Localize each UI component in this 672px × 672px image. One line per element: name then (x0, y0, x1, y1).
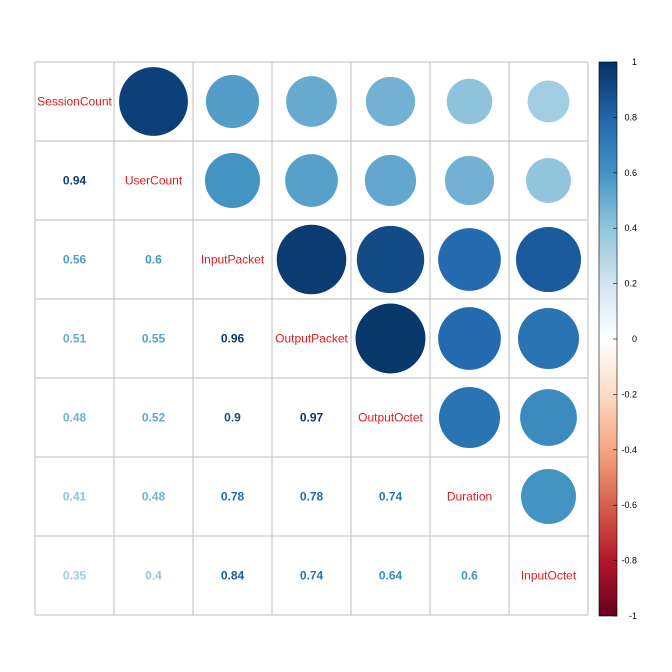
correlation-circle-outputpacket-duration (438, 307, 501, 370)
correlation-circle-sessioncount-usercount (119, 67, 188, 136)
correlation-circle-inputpacket-outputoctet (356, 225, 425, 294)
correlation-value-inputoctet-sessioncount: 0.35 (63, 569, 87, 583)
colorbar-tick-label: -0.2 (621, 389, 637, 399)
matrix-cells: SessionCount 0.94 UserCount 0.56 0.6 InputPac… (37, 67, 582, 583)
correlation-value-inputoctet-inputpacket: 0.84 (221, 569, 245, 583)
variable-label-outputoctet: OutputOctet (358, 411, 423, 425)
colorbar-tick-label: -0.8 (621, 556, 637, 566)
colorbar-tick-label: 0.4 (624, 223, 637, 233)
correlation-value-outputoctet-inputpacket: 0.9 (224, 411, 241, 425)
correlation-value-inputpacket-usercount: 0.6 (145, 253, 162, 267)
correlation-circle-usercount-inputpacket (205, 153, 260, 208)
correlation-value-outputoctet-sessioncount: 0.48 (63, 411, 87, 425)
correlation-value-outputpacket-inputpacket: 0.96 (221, 332, 245, 346)
colorbar-tick-label: 0 (632, 334, 637, 344)
correlation-circle-usercount-outputoctet (364, 154, 417, 207)
correlation-circle-inputpacket-duration (438, 228, 501, 291)
correlation-circle-usercount-outputpacket (285, 154, 338, 207)
correlation-circle-outputoctet-duration (438, 386, 501, 449)
correlation-circle-inputpacket-inputoctet (515, 226, 582, 293)
correlation-circle-inputpacket-outputpacket (276, 224, 347, 295)
correlation-circle-duration-inputoctet (521, 469, 576, 524)
correlation-circle-sessioncount-outputoctet (365, 76, 416, 127)
correlation-circle-usercount-inputoctet (526, 158, 571, 203)
correlation-value-duration-outputoctet: 0.74 (379, 490, 403, 504)
colorbar-tick-label: 0.2 (624, 279, 637, 289)
correlation-value-inputoctet-duration: 0.6 (461, 569, 478, 583)
correlation-value-inputpacket-sessioncount: 0.56 (63, 253, 87, 267)
colorbar-tick-label: 1 (632, 57, 637, 67)
correlation-value-outputoctet-usercount: 0.52 (142, 411, 166, 425)
correlation-circle-outputpacket-outputoctet (355, 303, 426, 374)
colorbar-tick-label: 0.8 (624, 112, 637, 122)
correlation-value-inputoctet-usercount: 0.4 (145, 569, 162, 583)
correlation-value-inputoctet-outputpacket: 0.74 (300, 569, 324, 583)
correlation-value-duration-inputpacket: 0.78 (221, 490, 245, 504)
colorbar-tick-label: -0.4 (621, 445, 637, 455)
correlation-value-usercount-sessioncount: 0.94 (63, 174, 87, 188)
correlation-value-duration-outputpacket: 0.78 (300, 490, 324, 504)
correlation-value-outputpacket-sessioncount: 0.51 (63, 332, 87, 346)
correlation-value-duration-sessioncount: 0.41 (63, 490, 87, 504)
correlation-circle-usercount-duration (444, 155, 495, 206)
colorbar-tick-label: -1 (629, 611, 637, 621)
variable-label-duration: Duration (447, 490, 492, 504)
correlation-circle-sessioncount-inputpacket (205, 74, 260, 129)
variable-label-outputpacket: OutputPacket (275, 332, 348, 346)
colorbar-tick-label: 0.6 (624, 168, 637, 178)
variable-label-sessioncount: SessionCount (37, 95, 112, 109)
correlation-value-outputpacket-usercount: 0.55 (142, 332, 166, 346)
correlation-value-outputoctet-outputpacket: 0.97 (300, 411, 324, 425)
correlation-circle-sessioncount-inputoctet (527, 80, 570, 123)
correlation-value-duration-usercount: 0.48 (142, 490, 166, 504)
variable-label-inputoctet: InputOctet (521, 569, 577, 583)
variable-label-usercount: UserCount (125, 174, 183, 188)
correlation-circle-outputpacket-inputoctet (517, 307, 580, 370)
variable-label-inputpacket: InputPacket (201, 253, 265, 267)
grid (34, 61, 589, 616)
correlation-circle-sessioncount-duration (446, 78, 493, 125)
colorbar: -1 -0.8 -0.6 -0.4 -0.2 0 0.2 0.4 0.6 0.8 1 (598, 57, 637, 621)
colorbar-tick-label: -0.6 (621, 500, 637, 510)
correlation-value-inputoctet-outputoctet: 0.64 (379, 569, 403, 583)
correlation-circle-outputoctet-inputoctet (520, 389, 577, 446)
correlation-circle-sessioncount-outputpacket (286, 76, 337, 127)
